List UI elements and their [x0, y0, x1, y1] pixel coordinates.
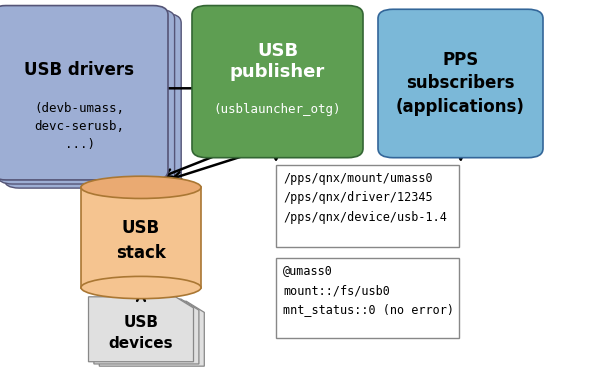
FancyBboxPatch shape: [192, 6, 363, 158]
FancyBboxPatch shape: [4, 14, 181, 188]
FancyBboxPatch shape: [0, 6, 168, 180]
Bar: [276, 258, 459, 338]
Text: @umass0
mount::/fs/usb0
mnt_status::0 (no error): @umass0 mount::/fs/usb0 mnt_status::0 (n…: [283, 265, 454, 316]
FancyBboxPatch shape: [0, 10, 175, 184]
Text: (devb-umass,
devc-serusb,
...): (devb-umass, devc-serusb, ...): [35, 102, 125, 151]
Ellipse shape: [81, 176, 201, 198]
Text: USB
stack: USB stack: [116, 219, 166, 262]
Text: USB
devices: USB devices: [109, 315, 173, 351]
Text: USB drivers: USB drivers: [25, 62, 134, 79]
Text: (usblauncher_otg): (usblauncher_otg): [214, 103, 341, 116]
Text: USB
publisher: USB publisher: [230, 42, 325, 81]
Polygon shape: [89, 297, 193, 362]
Bar: [81, 187, 201, 288]
Text: /pps/qnx/mount/umass0
/pps/qnx/driver/12345
/pps/qnx/device/usb-1.4: /pps/qnx/mount/umass0 /pps/qnx/driver/12…: [283, 172, 447, 224]
Polygon shape: [94, 299, 199, 364]
Ellipse shape: [81, 276, 201, 299]
Text: PPS
subscribers
(applications): PPS subscribers (applications): [396, 51, 525, 116]
Polygon shape: [99, 301, 204, 366]
Bar: [276, 165, 459, 247]
FancyBboxPatch shape: [378, 9, 543, 158]
